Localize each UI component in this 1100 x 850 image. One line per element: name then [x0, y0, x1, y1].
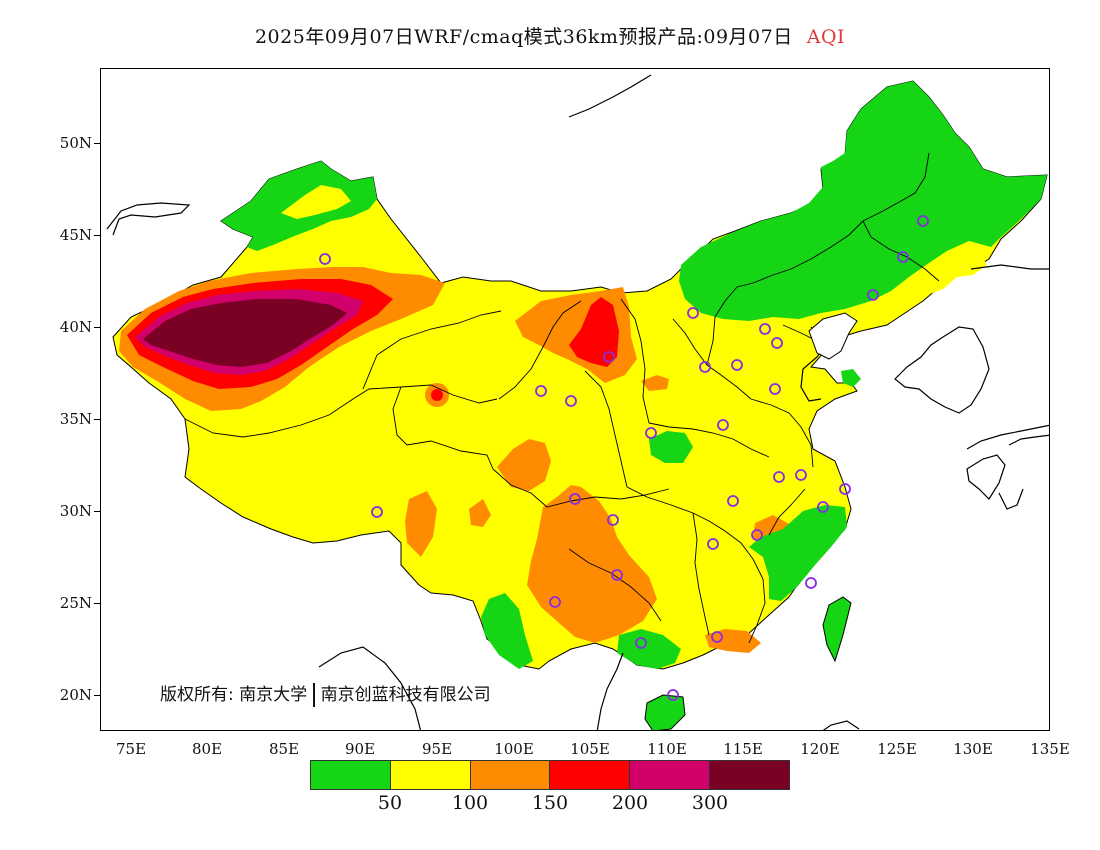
legend-swatch-very-unhealthy	[630, 761, 711, 789]
bohai-sea	[808, 312, 858, 360]
copyright-prefix: 版权所有:	[160, 685, 234, 705]
tarim-hazardous	[143, 299, 347, 367]
x-label-115e: 115E	[723, 740, 763, 758]
hubei-green	[649, 431, 693, 463]
yunnan-south-green	[481, 593, 533, 669]
province-boundaries	[184, 152, 940, 644]
neighbor-outlines	[106, 74, 1049, 730]
qaidam-hotspot-red	[431, 389, 443, 401]
y-tick	[94, 235, 100, 236]
y-label-30n: 30N	[59, 502, 92, 520]
y-tick	[94, 327, 100, 328]
y-tick	[94, 143, 100, 144]
x-label-90e: 90E	[344, 740, 376, 758]
x-label-95e: 95E	[421, 740, 453, 758]
x-label-125e: 125E	[877, 740, 917, 758]
ordos-red	[569, 297, 619, 367]
map-title: 2025年09月07日WRF/cmaq模式36km预报产品:09月07日 AQI	[0, 22, 1100, 49]
title-text: 2025年09月07日WRF/cmaq模式36km预报产品:09月07日	[254, 26, 793, 48]
y-label-25n: 25N	[59, 594, 92, 612]
product-label: AQI	[806, 26, 846, 48]
fujian-green	[749, 505, 847, 601]
legend-label-100: 100	[451, 792, 489, 814]
city-markers	[319, 215, 929, 701]
y-label-40n: 40N	[59, 318, 92, 336]
legend-label-300: 300	[691, 792, 729, 814]
x-label-105e: 105E	[570, 740, 610, 758]
xinjiang-north-yellow	[281, 185, 351, 219]
shandong-east-green	[841, 369, 861, 387]
y-label-50n: 50N	[59, 134, 92, 152]
y-tick	[94, 695, 100, 696]
legend-swatch-unhealthy	[550, 761, 631, 789]
aqi-color-legend	[310, 760, 790, 790]
legend-label-200: 200	[611, 792, 649, 814]
legend-label-150: 150	[531, 792, 569, 814]
x-label-120e: 120E	[800, 740, 840, 758]
y-tick	[94, 419, 100, 420]
legend-label-50: 50	[377, 792, 403, 814]
x-label-130e: 130E	[953, 740, 993, 758]
x-label-75e: 75E	[115, 740, 147, 758]
x-label-85e: 85E	[268, 740, 300, 758]
taiwan-green	[822, 596, 852, 663]
y-label-45n: 45N	[59, 226, 92, 244]
northeast-yellow-strip	[925, 249, 987, 295]
legend-swatch-hazardous	[710, 761, 789, 789]
copyright-separator	[313, 683, 315, 707]
guangdong-orange	[705, 629, 761, 653]
northeast-green-region	[679, 81, 1047, 321]
x-label-135e: 135E	[1030, 740, 1070, 758]
aqi-map	[106, 74, 1049, 730]
legend-swatch-moderate	[390, 761, 471, 789]
x-label-80e: 80E	[191, 740, 223, 758]
legend-swatch-usg	[470, 761, 551, 789]
y-tick	[94, 603, 100, 604]
copyright-text: 版权所有: 南京大学 南京创蓝科技有限公司	[160, 680, 491, 707]
tibet-orange-2	[469, 499, 491, 527]
hainan-green	[644, 694, 686, 730]
sichuan-north-orange	[497, 439, 551, 491]
hunan-orange	[641, 375, 669, 391]
y-label-35n: 35N	[59, 410, 92, 428]
legend-swatch-good	[311, 761, 391, 789]
map-frame[interactable]	[100, 68, 1050, 731]
x-label-110e: 110E	[647, 740, 687, 758]
copyright-org1: 南京大学	[239, 685, 308, 705]
copyright-org2: 南京创蓝科技有限公司	[320, 685, 491, 705]
y-label-20n: 20N	[59, 686, 92, 704]
y-tick	[94, 511, 100, 512]
tibet-orange-1	[405, 491, 437, 557]
guangxi-green	[617, 629, 681, 669]
x-label-100e: 100E	[494, 740, 534, 758]
